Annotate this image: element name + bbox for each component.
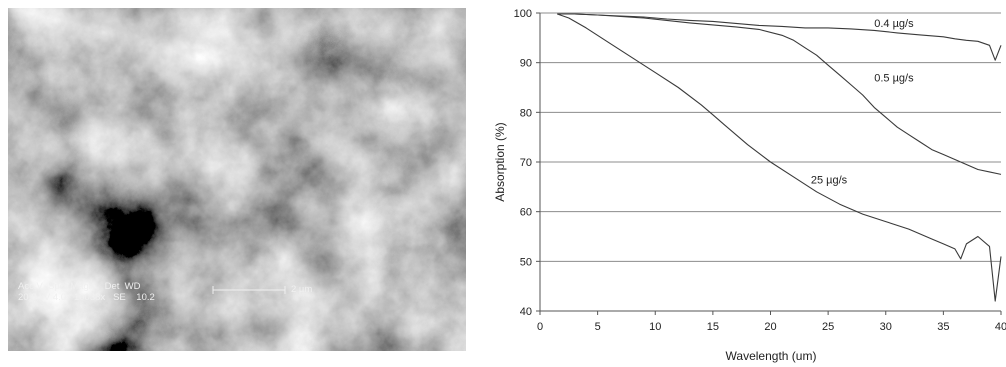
x-axis-label: Wavelength (um) bbox=[726, 349, 817, 363]
y-tick-label: 70 bbox=[520, 157, 532, 169]
series-line-1 bbox=[557, 13, 1002, 61]
sem-micrograph: Acc.V Spot Magn Det WD 20.0 kV 4.0 10038… bbox=[8, 8, 466, 351]
series-line-3 bbox=[557, 13, 1002, 302]
x-tick-labels: 0 5 10 15 20 25 30 35 40 bbox=[537, 321, 1006, 333]
absorption-chart: 40 50 60 70 80 90 100 0 5 10 15 20 25 30 35 40 0.4 µg/… bbox=[493, 8, 1006, 363]
series-label-1: 0.4 µg/s bbox=[874, 18, 914, 30]
sem-texture bbox=[8, 8, 466, 351]
series-lines bbox=[557, 13, 1002, 302]
x-tick-label: 40 bbox=[995, 321, 1006, 333]
y-tick-labels: 40 50 60 70 80 90 100 bbox=[514, 8, 532, 318]
sem-info-values: 20.0 kV 4.0 10038x SE 10.2 bbox=[18, 292, 155, 303]
x-tick-label: 30 bbox=[880, 321, 892, 333]
y-tick-label: 90 bbox=[520, 58, 532, 70]
x-tick-label: 20 bbox=[764, 321, 776, 333]
scale-bar bbox=[212, 286, 286, 294]
y-tick-label: 40 bbox=[520, 306, 532, 318]
gridlines bbox=[540, 12, 1001, 262]
series-label-2: 0.5 µg/s bbox=[874, 73, 914, 85]
x-tick-label: 10 bbox=[649, 321, 661, 333]
series-labels: 0.4 µg/s 0.5 µg/s 25 µg/s bbox=[811, 18, 914, 186]
y-tick-label: 50 bbox=[520, 256, 532, 268]
x-tick-label: 35 bbox=[937, 321, 949, 333]
sem-info-header: Acc.V Spot Magn Det WD bbox=[18, 281, 141, 292]
series-line-2 bbox=[557, 13, 1002, 175]
y-tick-label: 100 bbox=[514, 8, 532, 20]
y-axis-label: Absorption (%) bbox=[493, 122, 507, 201]
y-tick-label: 60 bbox=[520, 207, 532, 219]
x-tick-label: 0 bbox=[537, 321, 543, 333]
axes bbox=[536, 12, 1002, 315]
x-tick-label: 25 bbox=[822, 321, 834, 333]
y-tick-label: 80 bbox=[520, 107, 532, 119]
scale-bar-label: 2 µm bbox=[291, 284, 313, 295]
x-tick-label: 15 bbox=[707, 321, 719, 333]
series-label-3: 25 µg/s bbox=[811, 174, 848, 186]
x-tick-label: 5 bbox=[595, 321, 601, 333]
